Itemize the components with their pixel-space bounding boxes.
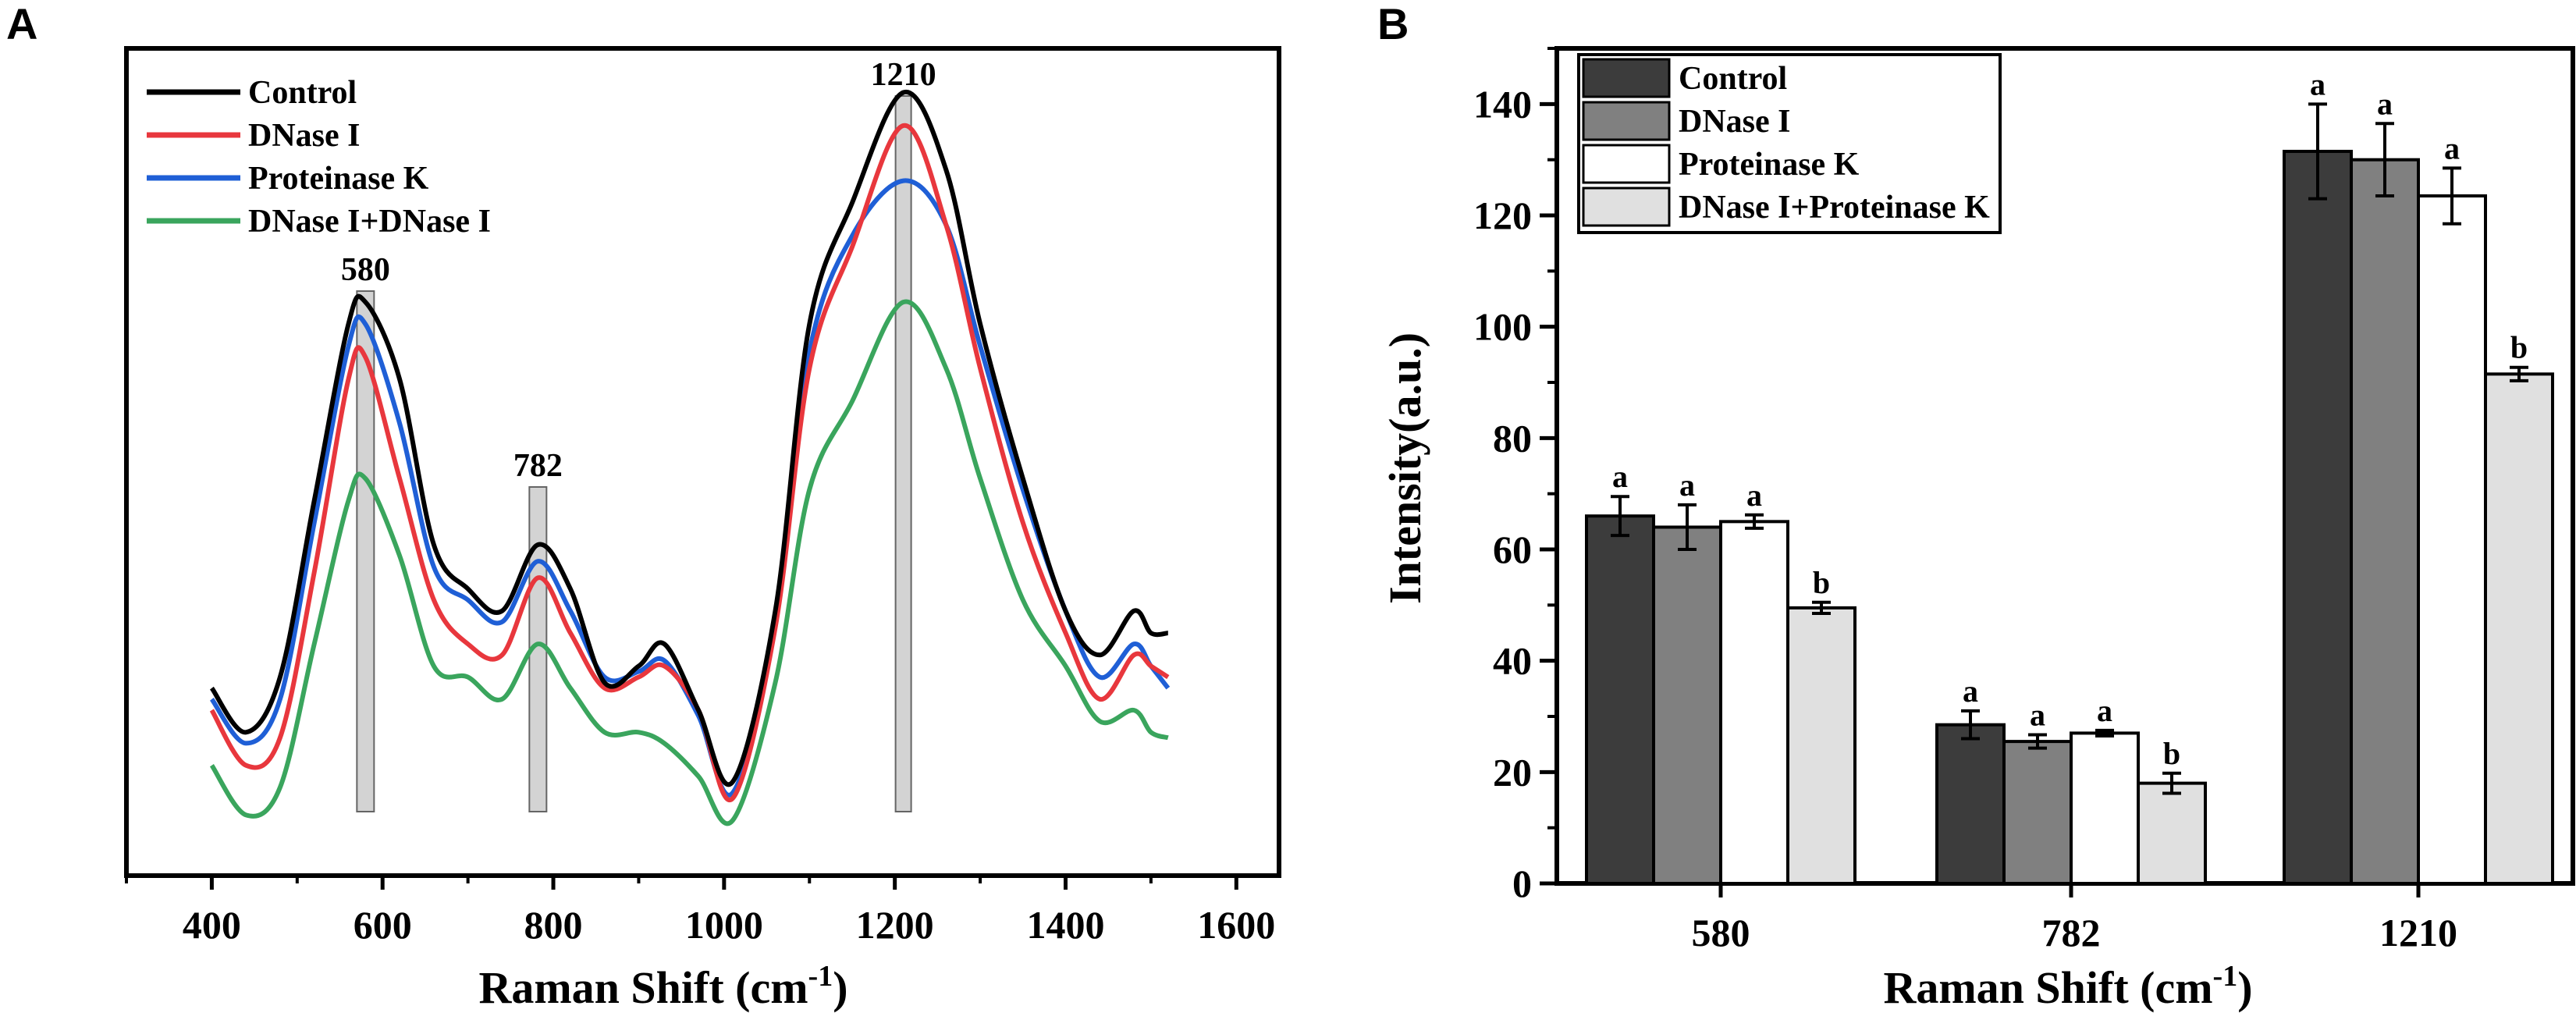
peak-band-1210	[894, 95, 912, 812]
significance-label-dnase-i-782: a	[2030, 698, 2045, 733]
y-tick-label-120: 120	[1473, 194, 1532, 237]
peak-band-580	[356, 290, 375, 812]
legend-swatch-dnase-i-proteinase-k	[1582, 187, 1671, 227]
panel-a-legend: Control DNase I Proteinase K DNase I+DNase …	[147, 75, 491, 240]
bar-dnase-i-1210	[2350, 158, 2420, 885]
y-tick-label-80: 80	[1493, 416, 1532, 460]
legend-label-proteinase-k: Proteinase K	[1679, 147, 1860, 183]
x-tick-label-580: 580	[1692, 911, 1750, 954]
spectra-lines	[209, 90, 1171, 826]
legend-label-dnase-i: DNase I	[248, 118, 361, 154]
bar-dnase-i-580	[1652, 525, 1722, 885]
panel-b-letter: B	[1377, 0, 1409, 48]
significance-label-dnase-i-proteinase-k-782: b	[2163, 736, 2180, 771]
legend-label-control: Control	[1679, 61, 1787, 97]
bar-proteinase-k-782	[2070, 731, 2140, 886]
y-tick-label-100: 100	[1473, 305, 1532, 349]
x-tick-label-600: 600	[354, 903, 412, 947]
panel-a-letter: A	[6, 0, 37, 48]
x-tick-label-1400: 1400	[1026, 903, 1104, 947]
legend-swatch-control	[1582, 58, 1671, 98]
bar-dnase-i-proteinase-k-580	[1786, 606, 1856, 886]
y-tick-label-40: 40	[1493, 639, 1532, 683]
panel-b-y-axis-label: Intensity(a.u.)	[1380, 332, 1430, 604]
bar-dnase-i-proteinase-k-782	[2137, 781, 2207, 885]
peak-labels: 580 782 1210	[341, 57, 936, 484]
series-line-control	[209, 90, 1169, 787]
panel-a-x-ticks: 400 600 800 1000 1200 1400 1600	[125, 876, 1275, 947]
peak-label-1210: 1210	[871, 57, 936, 93]
bar-dnase-i-782	[2002, 740, 2073, 885]
panel-b-bars: a a a b a a a b a a a b	[1585, 66, 2554, 886]
legend-label-dnase-i-proteinase-k: DNase I+Proteinase K	[1679, 190, 1990, 226]
peak-label-580: 580	[341, 252, 390, 288]
x-tick-label-1600: 1600	[1197, 903, 1275, 947]
bar-control-782	[1935, 723, 2006, 886]
significance-label-proteinase-k-580: a	[1746, 478, 1762, 513]
significance-label-control-580: a	[1612, 459, 1628, 494]
significance-label-control-1210: a	[2310, 66, 2326, 101]
x-tick-label-782: 782	[2042, 911, 2101, 954]
x-tick-label-1000: 1000	[685, 903, 763, 947]
peak-label-782: 782	[513, 448, 563, 484]
panel-a-plot-frame	[124, 46, 1281, 878]
significance-label-dnase-i-1210: a	[2377, 86, 2393, 121]
significance-label-proteinase-k-1210: a	[2444, 130, 2460, 165]
bar-proteinase-k-580	[1719, 520, 1789, 885]
significance-label-dnase-i-proteinase-k-580: b	[1813, 565, 1830, 600]
legend-label-proteinase-k: Proteinase K	[248, 161, 429, 197]
bar-proteinase-k-1210	[2417, 194, 2487, 886]
panel-b-x-axis-label: Raman Shift (cm-1)	[1883, 960, 2252, 1013]
bar-control-1210	[2283, 149, 2353, 885]
series-line-dnase-i-dnase-i	[209, 299, 1169, 826]
x-tick-label-400: 400	[183, 903, 241, 947]
panel-b-y-ticks: 0 20 40 60 80 100 120 140	[1473, 47, 1557, 905]
x-tick-label-1200: 1200	[856, 903, 934, 947]
legend-label-dnase-i-dnase-i: DNase I+DNase I	[248, 204, 491, 240]
significance-label-dnase-i-proteinase-k-1210: b	[2510, 330, 2528, 365]
significance-label-proteinase-k-782: a	[2097, 693, 2112, 728]
y-tick-label-20: 20	[1493, 750, 1532, 794]
x-tick-label-800: 800	[524, 903, 583, 947]
significance-label-dnase-i-580: a	[1679, 467, 1695, 503]
bar-dnase-i-proteinase-k-1210	[2484, 372, 2554, 885]
y-tick-label-140: 140	[1473, 82, 1532, 126]
bar-control-580	[1585, 514, 1655, 885]
panel-b-bar-chart: 0 20 40 60 80 100 120 140 a a a b a a a b a a a b 580 782 12…	[1380, 46, 2575, 1013]
panel-b-legend: Control DNase I Proteinase K DNase I+Protei…	[1577, 53, 2002, 234]
peak-bands	[356, 95, 912, 812]
panel-a-x-axis-label: Raman Shift (cm-1)	[478, 960, 847, 1013]
legend-swatch-dnase-i	[1582, 101, 1671, 141]
panel-b-x-ticks: 580 782 1210	[1692, 883, 2457, 954]
legend-swatch-proteinase-k	[1582, 144, 1671, 184]
significance-label-control-782: a	[1963, 673, 1978, 709]
panel-a-line-chart: 580 782 1210 400 600 800 1000 1200 1400 1600 Con…	[124, 46, 1281, 1013]
x-tick-label-1210: 1210	[2379, 911, 2457, 954]
y-tick-label-60: 60	[1493, 528, 1532, 571]
y-tick-label-0: 0	[1512, 862, 1532, 905]
legend-label-dnase-i: DNase I	[1679, 104, 1791, 140]
legend-label-control: Control	[248, 75, 357, 111]
